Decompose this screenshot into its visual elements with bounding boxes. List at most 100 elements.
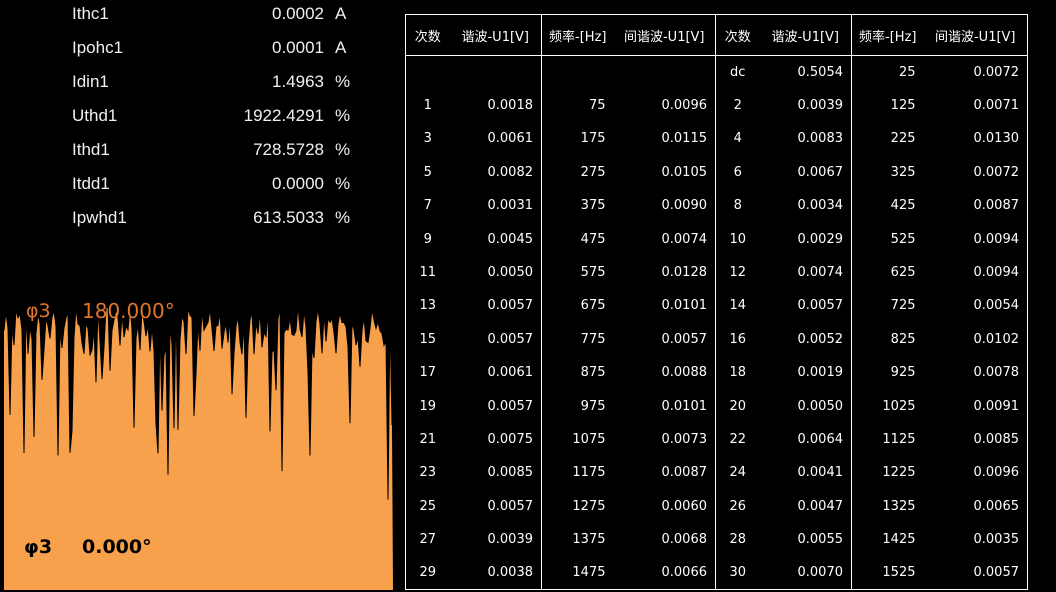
- table-cell: 0.0031: [487, 198, 534, 214]
- phase-trend-line: [4, 305, 393, 500]
- table-cell: 1525: [851, 556, 924, 590]
- table-row: 23 0.0085 1175 0.0087 24 0.0041 1225 0.0096: [406, 456, 1028, 490]
- table-row: 19 0.0057 975 0.0101 20 0.0050 1025 0.0091: [406, 389, 1028, 423]
- table-cell: 28: [715, 522, 760, 557]
- measurement-name: Ithd1: [72, 140, 110, 159]
- table-cell: 0.0039: [487, 532, 534, 548]
- table-cell: 7: [423, 198, 432, 214]
- table-cell: 18: [715, 356, 760, 390]
- table-cell: 0.0101: [661, 298, 708, 314]
- table-cell: 9: [423, 231, 432, 247]
- column-header: 谐波-U1[V]: [759, 14, 852, 56]
- table-cell: 175: [541, 122, 614, 156]
- table-cell: 0.0085: [487, 465, 534, 481]
- measurement-unit: %: [335, 208, 351, 227]
- table-cell: 20: [715, 389, 760, 423]
- table-row: 13 0.0057 675 0.0101 14 0.0057 725 0.0054: [406, 289, 1028, 323]
- table-cell: 29: [419, 565, 437, 581]
- table-cell: 0.0057: [487, 498, 534, 514]
- table-cell: 1125: [851, 422, 924, 457]
- measurement-unit: %: [335, 140, 351, 159]
- table-cell: 0.0061: [487, 365, 534, 381]
- table-cell: 0.0057: [661, 331, 708, 347]
- table-cell: 10: [715, 222, 760, 256]
- table-header-row: 次数 谐波-U1[V] 频率-[Hz] 间谐波-U1[V] 次数 谐波-U1[V] 频率-[…: [405, 14, 1028, 56]
- table-cell: 825: [851, 322, 924, 357]
- measurement-row: Itdd1 0.0000%: [0, 174, 398, 208]
- table-cell: 0.0019: [797, 365, 844, 381]
- table-row: 21 0.0075 1075 0.0073 22 0.0064 1125 0.0085: [406, 422, 1028, 457]
- table-cell: 1275: [541, 489, 614, 523]
- table-cell: 25: [419, 498, 437, 514]
- table-cell: 0.0054: [973, 298, 1020, 314]
- table-cell: 0.0130: [973, 131, 1020, 147]
- table-cell: 575: [541, 255, 614, 290]
- column-header: 次数: [715, 14, 760, 56]
- table-row: 3 0.0061 175 0.0115 4 0.0083 225 0.0130: [406, 122, 1028, 156]
- table-cell: 11: [419, 265, 437, 281]
- table-cell: 0.0045: [487, 231, 534, 247]
- table-cell: 675: [541, 289, 614, 323]
- table-cell: 0.0094: [973, 231, 1020, 247]
- table-cell: 0.0128: [661, 265, 708, 281]
- table-cell: 1375: [541, 522, 614, 557]
- table-cell: 0.0087: [661, 465, 708, 481]
- table-cell: 19: [419, 398, 437, 414]
- table-cell: 0.0035: [973, 532, 1020, 548]
- table-cell: 14: [715, 289, 760, 323]
- table-cell: 975: [541, 389, 614, 423]
- table-cell: 27: [419, 532, 437, 548]
- table-cell: 0.0018: [487, 98, 534, 114]
- table-cell: 4: [715, 122, 760, 156]
- column-header: 间谐波-U1[V]: [613, 14, 716, 56]
- table-cell: 5: [423, 164, 432, 180]
- measurement-unit: A: [335, 38, 347, 57]
- table-cell: 0.0074: [797, 265, 844, 281]
- measurement-name: Uthd1: [72, 106, 118, 125]
- table-cell: 1: [423, 98, 432, 114]
- table-cell: 0.0070: [797, 565, 844, 581]
- table-row: 9 0.0045 475 0.0074 10 0.0029 525 0.0094: [406, 222, 1028, 256]
- table-cell: 0.0029: [797, 231, 844, 247]
- measurement-value: 613.5033: [253, 208, 324, 227]
- table-cell: 0.0082: [487, 164, 534, 180]
- phase-trend-plot: φ3 180.000° φ3 0.000°: [4, 296, 393, 590]
- table-cell: 0.0083: [797, 131, 844, 147]
- table-cell: 1175: [541, 456, 614, 490]
- table-cell: 25: [851, 55, 924, 89]
- table-cell: 30: [715, 556, 760, 590]
- table-cell: 0.0057: [487, 298, 534, 314]
- table-cell: 0.0072: [973, 164, 1020, 180]
- table-cell: 0.0078: [973, 365, 1020, 381]
- table-cell: 275: [541, 155, 614, 190]
- measurement-value: 1922.4291: [243, 106, 324, 125]
- table-cell: 325: [851, 155, 924, 190]
- measurement-unit: %: [335, 174, 351, 193]
- table-row: 27 0.0039 1375 0.0068 28 0.0055 1425 0.0035: [406, 522, 1028, 557]
- table-cell: 0.0087: [973, 198, 1020, 214]
- table-cell: 925: [851, 356, 924, 390]
- table-cell: 75: [541, 88, 614, 123]
- table-cell: 1325: [851, 489, 924, 523]
- table-cell: 0.0101: [661, 398, 708, 414]
- phase-min-value: 0.000°: [82, 536, 152, 558]
- measurement-row: Ithd1 728.5728%: [0, 140, 398, 174]
- table-cell: 0.0057: [797, 298, 844, 314]
- table-body: dc 0.5054 25 0.0072 1 0.0018 75 0.0096 2 0.0039 12…: [406, 55, 1028, 590]
- measurement-row: Ipwhd1 613.5033%: [0, 208, 398, 242]
- measurement-row: Ithc1 0.0002 A: [0, 4, 398, 38]
- phase-max-label: φ3: [26, 300, 51, 322]
- measurement-name: Ipwhd1: [72, 208, 127, 227]
- table-row: 11 0.0050 575 0.0128 12 0.0074 625 0.0094: [406, 255, 1028, 290]
- table-cell: 6: [715, 155, 760, 190]
- table-row: 17 0.0061 875 0.0088 18 0.0019 925 0.0078: [406, 356, 1028, 390]
- phase-max-value: 180.000°: [82, 299, 175, 323]
- table-cell: 0.0096: [661, 98, 708, 114]
- measurement-row: Idin1 1.4963%: [0, 72, 398, 106]
- table-cell: 475: [541, 222, 614, 256]
- column-header: 间谐波-U1[V]: [923, 14, 1028, 56]
- table-cell: 1425: [851, 522, 924, 557]
- column-header: 谐波-U1[V]: [449, 14, 542, 56]
- table-cell: 0.0067: [797, 164, 844, 180]
- table-cell: 16: [715, 322, 760, 357]
